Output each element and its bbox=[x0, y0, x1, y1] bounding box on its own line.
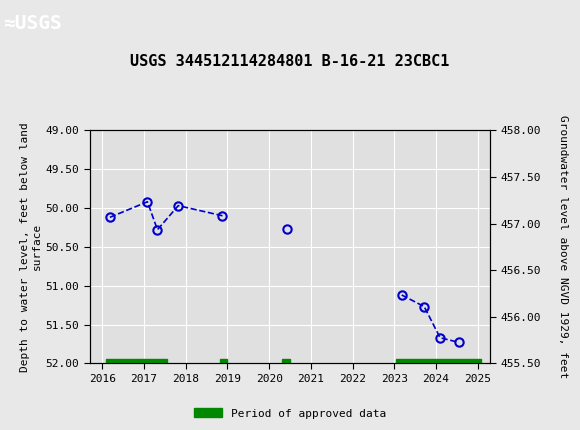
Bar bbox=[220, 359, 227, 363]
Legend: Period of approved data: Period of approved data bbox=[190, 404, 390, 423]
Y-axis label: Groundwater level above NGVD 1929, feet: Groundwater level above NGVD 1929, feet bbox=[558, 115, 568, 378]
Y-axis label: Depth to water level, feet below land
surface: Depth to water level, feet below land su… bbox=[20, 122, 42, 372]
Bar bbox=[282, 359, 290, 363]
Text: ≈USGS: ≈USGS bbox=[3, 14, 61, 33]
Text: USGS 344512114284801 B-16-21 23CBC1: USGS 344512114284801 B-16-21 23CBC1 bbox=[130, 54, 450, 69]
Bar bbox=[106, 359, 167, 363]
Bar bbox=[396, 359, 481, 363]
